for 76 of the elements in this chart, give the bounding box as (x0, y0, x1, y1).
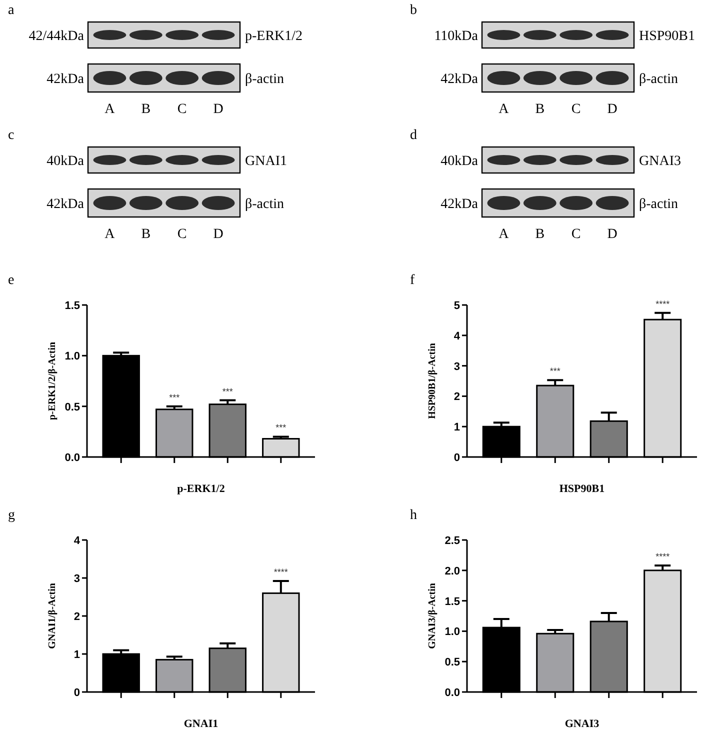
y-tick-label: 1 (454, 422, 460, 434)
category-label: A (104, 227, 116, 242)
annotation: *** (222, 386, 234, 396)
annotation: *** (550, 366, 561, 376)
y-tick-label: 1 (74, 649, 80, 661)
chart-title: e (8, 273, 14, 288)
y-tick-label: 5 (454, 300, 460, 312)
y-tick-label: 4 (74, 535, 81, 547)
category-label: A (498, 102, 510, 117)
category-label: B (141, 102, 151, 117)
x-axis-title: p-ERK1/2 (177, 483, 226, 495)
text: 42/44kDa (28, 29, 85, 44)
text: b (410, 3, 417, 18)
text: p-ERK1/2 (245, 29, 303, 44)
category-label: A (104, 102, 116, 117)
y-axis-title: HSP90B1/β-Actin (427, 342, 438, 419)
chart-title: h (410, 508, 417, 523)
text: d (410, 128, 417, 143)
y-tick-label: 2 (74, 611, 80, 623)
annotation: **** (656, 552, 670, 562)
y-tick-label: 0 (454, 452, 460, 464)
y-tick-label: 0.0 (444, 687, 460, 699)
text: β-actin (639, 197, 678, 212)
y-tick-label: 1.0 (444, 626, 460, 638)
y-axis-title: p-ERK1/2/β-Actin (47, 342, 58, 420)
text: 40kDa (440, 154, 479, 169)
category-label: A (498, 227, 510, 242)
text: GNAI1 (245, 154, 287, 169)
text: 42kDa (440, 72, 479, 87)
category-label: B (535, 102, 545, 117)
category-label: B (141, 227, 151, 242)
text: a (8, 3, 15, 18)
x-axis-title: GNAI1 (184, 718, 218, 730)
y-tick-label: 0.5 (444, 656, 460, 669)
annotation: **** (274, 567, 288, 578)
y-tick-label: 2 (454, 391, 460, 404)
y-tick-label: 3 (74, 573, 80, 585)
annotation: *** (169, 392, 180, 402)
text: c (8, 128, 14, 143)
annotation: **** (656, 298, 670, 309)
category-label: C (571, 102, 581, 117)
text: 40kDa (46, 154, 85, 169)
text: GNAI3 (639, 154, 681, 169)
y-tick-label: 2.5 (444, 535, 460, 547)
category-label: D (213, 102, 224, 117)
x-axis-title: HSP90B1 (559, 483, 605, 495)
y-tick-label: 1.0 (64, 350, 80, 363)
category-label: C (177, 227, 187, 242)
y-tick-label: 4 (454, 330, 461, 342)
category-label: D (607, 102, 618, 117)
text: 110kDa (434, 29, 479, 44)
y-tick-label: 1.5 (444, 596, 460, 608)
text: 42kDa (440, 197, 479, 212)
y-tick-label: 2.0 (444, 565, 460, 578)
annotation: *** (276, 422, 287, 433)
y-tick-label: 0.5 (64, 401, 80, 414)
chart-title: g (8, 508, 15, 523)
text: 42kDa (46, 197, 85, 212)
y-tick-label: 3 (454, 360, 460, 373)
text: β-actin (245, 72, 284, 87)
category-label: C (571, 227, 581, 242)
text: 42kDa (46, 72, 85, 87)
chart-title: f (410, 273, 415, 288)
text: β-actin (245, 197, 284, 212)
y-axis-title: GNAI3/β-Actin (427, 582, 438, 649)
category-label: C (177, 102, 187, 117)
category-label: B (535, 227, 545, 242)
y-tick-label: 1.5 (64, 300, 80, 312)
category-label: D (213, 227, 224, 242)
y-axis-title: GNAI1/β-Actin (47, 582, 58, 649)
x-axis-title: GNAI3 (564, 718, 600, 730)
text: HSP90B1 (639, 29, 696, 44)
y-tick-label: 0 (74, 687, 80, 699)
category-label: D (607, 227, 618, 242)
text: β-actin (639, 72, 678, 87)
y-tick-label: 0.0 (64, 452, 80, 464)
